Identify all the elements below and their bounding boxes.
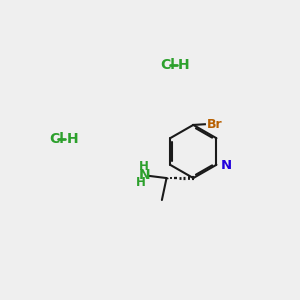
- Text: H: H: [139, 160, 149, 173]
- Text: Br: Br: [207, 118, 223, 131]
- Text: H: H: [178, 58, 190, 72]
- Text: H: H: [67, 132, 78, 146]
- Text: Cl: Cl: [49, 132, 64, 146]
- Text: N: N: [220, 159, 232, 172]
- Text: Cl: Cl: [161, 58, 176, 72]
- Text: N: N: [139, 168, 151, 182]
- Text: H: H: [136, 176, 146, 189]
